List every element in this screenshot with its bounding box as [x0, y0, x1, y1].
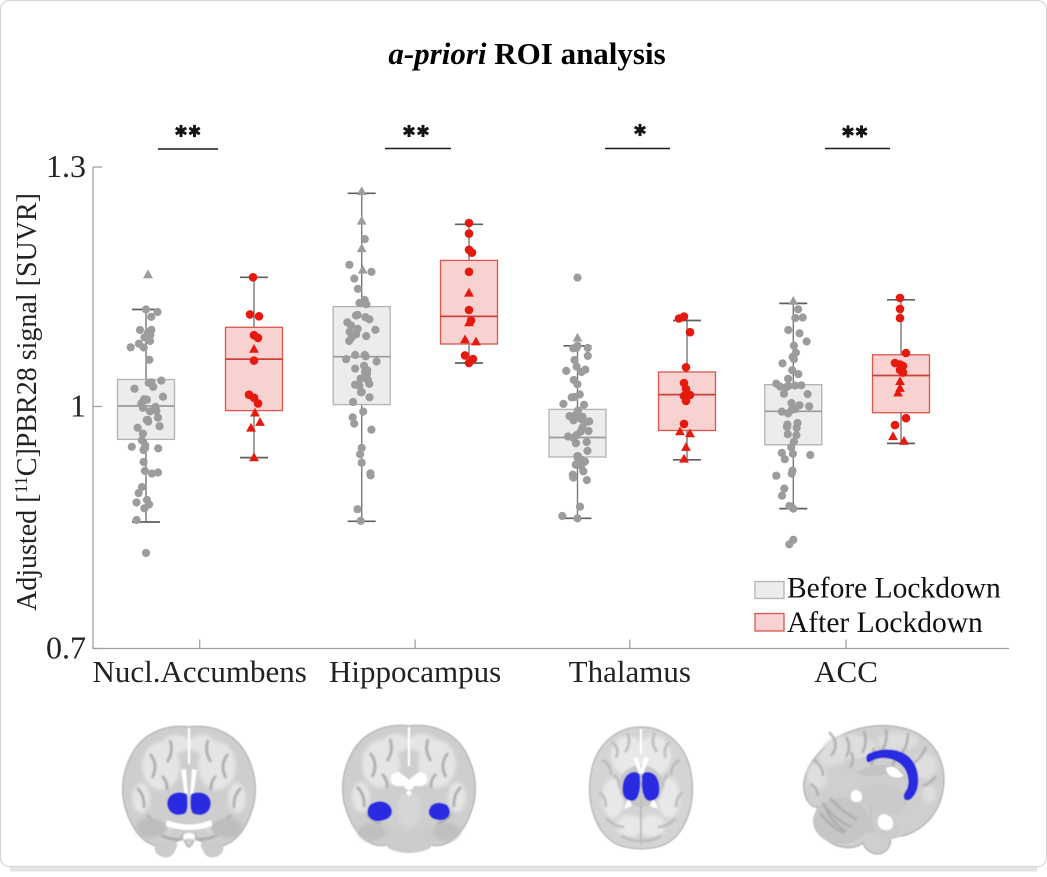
- svg-text:1.3: 1.3: [46, 148, 86, 184]
- svg-text:Nucl.Accumbens: Nucl.Accumbens: [93, 654, 307, 689]
- svg-text:Hippocampus: Hippocampus: [329, 654, 501, 689]
- svg-text:0.7: 0.7: [46, 630, 86, 666]
- svg-text:1: 1: [70, 388, 86, 424]
- svg-text:ACC: ACC: [814, 654, 878, 689]
- svg-text:Thalamus: Thalamus: [569, 654, 691, 689]
- svg-text:Before Lockdown: Before Lockdown: [787, 573, 1001, 605]
- svg-text:After Lockdown: After Lockdown: [787, 607, 983, 639]
- svg-text:a-priori ROI analysis: a-priori ROI analysis: [388, 36, 665, 71]
- svg-text:Adjusted [11C]PBR28 signal [SU: Adjusted [11C]PBR28 signal [SUVR]: [11, 193, 43, 611]
